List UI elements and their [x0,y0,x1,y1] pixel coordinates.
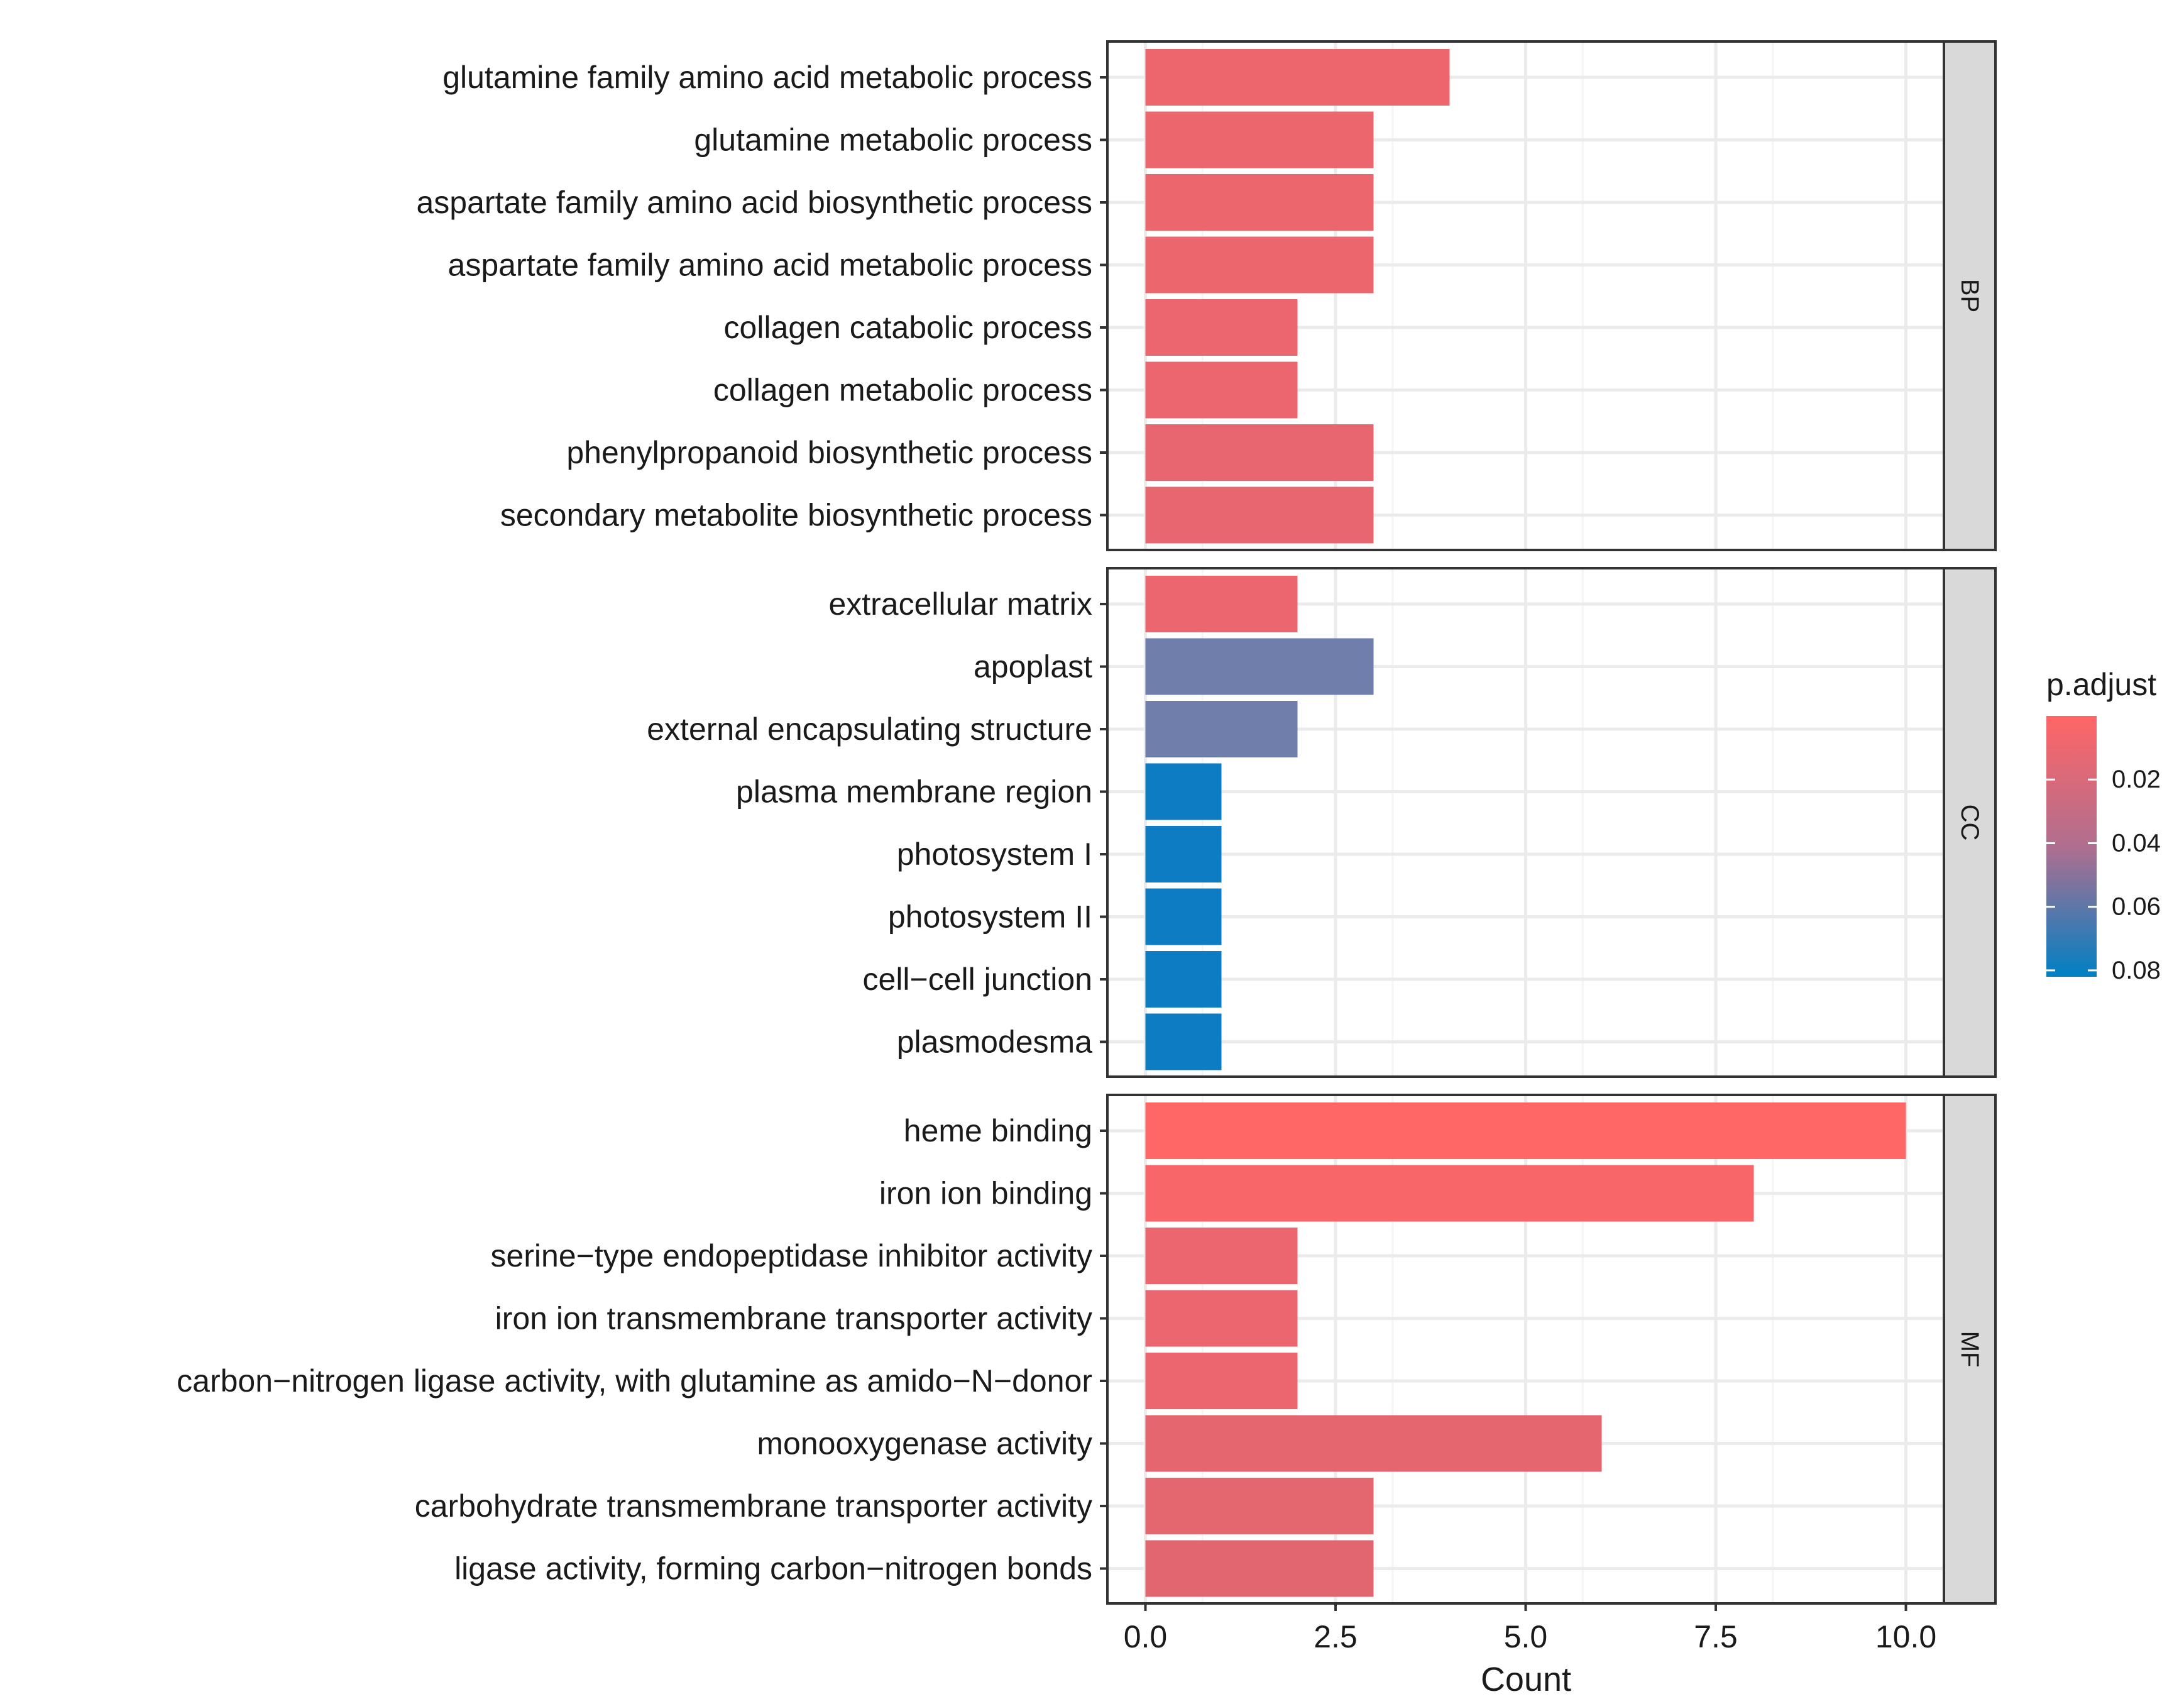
y-tick-label: aspartate family amino acid metabolic pr… [448,248,1092,283]
facet-strip-label: MF [1956,1331,1984,1368]
bar-mf-6[interactable] [1145,1415,1602,1472]
bar-bp-2[interactable] [1145,111,1374,168]
y-tick-label: photosystem I [897,837,1092,872]
bar-mf-8[interactable] [1145,1540,1374,1597]
bar-mf-3[interactable] [1145,1228,1298,1284]
bar-cc-7[interactable] [1145,951,1222,1008]
legend-tick-label: 0.06 [2112,893,2161,921]
y-tick-label: monooxygenase activity [757,1426,1092,1461]
bar-bp-7[interactable] [1145,424,1374,481]
x-tick-label: 2.5 [1314,1619,1358,1654]
y-tick-label: carbon−nitrogen ligase activity, with gl… [177,1363,1092,1399]
y-tick-label: external encapsulating structure [647,712,1092,747]
y-tick-label: aspartate family amino acid biosynthetic… [416,185,1092,220]
y-tick-label: phenylpropanoid biosynthetic process [566,435,1092,470]
legend-tick-label: 0.02 [2112,766,2161,793]
legend-title: p.adjust [2046,667,2156,702]
facet-strip [1943,567,1997,1078]
facet-strip-label: BP [1956,279,1984,312]
bar-bp-3[interactable] [1145,174,1374,231]
bar-cc-5[interactable] [1145,826,1222,882]
legend-color-bar [2046,716,2097,977]
bar-bp-8[interactable] [1145,486,1374,544]
y-tick-label: glutamine family amino acid metabolic pr… [442,60,1092,95]
y-tick-label: collagen metabolic process [713,373,1092,408]
y-tick-label: carbohydrate transmembrane transporter a… [415,1488,1092,1524]
y-tick-label: apoplast [974,649,1092,684]
facet-strip-label: CC [1956,805,1984,841]
bar-mf-1[interactable] [1145,1102,1906,1159]
x-axis-title: Count [1481,1661,1571,1698]
bar-cc-6[interactable] [1145,888,1222,945]
facet-panel-mf: MF heme binding iron ion binding serine−typ… [177,1094,1997,1605]
facet-panel-cc: CC extracellular matrix apoplast external e… [647,567,1997,1078]
y-tick-label: cell−cell junction [863,962,1092,997]
x-tick-label: 5.0 [1504,1619,1548,1654]
y-tick-label: serine−type endopeptidase inhibitor acti… [490,1238,1092,1273]
y-tick-label: plasma membrane region [736,774,1092,810]
bar-mf-4[interactable] [1145,1290,1298,1347]
y-tick-label: iron ion binding [879,1176,1092,1211]
bar-bp-5[interactable] [1145,299,1298,356]
bar-bp-4[interactable] [1145,236,1374,294]
x-axis: 0.0 2.5 5.0 7.5 10.0 [1124,1603,1936,1654]
bar-mf-2[interactable] [1145,1165,1754,1222]
facet-panel-bp: BP glutamine family amino acid metabolic … [416,40,1997,551]
facet-strip [1943,40,1997,551]
bar-cc-4[interactable] [1145,763,1222,820]
y-tick-label: secondary metabolite biosynthetic proces… [500,498,1092,533]
y-tick-label: collagen catabolic process [724,310,1092,345]
y-tick-label: iron ion transmembrane transporter activ… [495,1301,1092,1336]
bar-mf-5[interactable] [1145,1353,1298,1409]
bar-cc-8[interactable] [1145,1013,1222,1070]
bar-cc-2[interactable] [1145,638,1374,695]
bar-bp-6[interactable] [1145,361,1298,419]
facet-strip [1943,1094,1997,1605]
bar-cc-1[interactable] [1145,576,1298,632]
color-legend: p.adjust 0.02 0.04 0.06 0.08 [2046,667,2161,984]
y-tick-label: plasmodesma [897,1025,1092,1060]
y-tick-label: glutamine metabolic process [694,123,1092,158]
y-tick-label: heme binding [904,1113,1092,1148]
bar-bp-1[interactable] [1145,49,1450,106]
y-tick-label: ligase activity, forming carbon−nitrogen… [454,1551,1092,1586]
bar-mf-7[interactable] [1145,1478,1374,1534]
y-tick-label: extracellular matrix [828,586,1092,622]
legend-tick-label: 0.08 [2112,957,2161,984]
y-tick-label: photosystem II [888,899,1092,935]
x-tick-label: 10.0 [1875,1619,1936,1654]
x-tick-label: 7.5 [1694,1619,1738,1654]
legend-tick-label: 0.04 [2112,829,2161,857]
x-tick-label: 0.0 [1124,1619,1168,1654]
bar-cc-3[interactable] [1145,701,1298,757]
